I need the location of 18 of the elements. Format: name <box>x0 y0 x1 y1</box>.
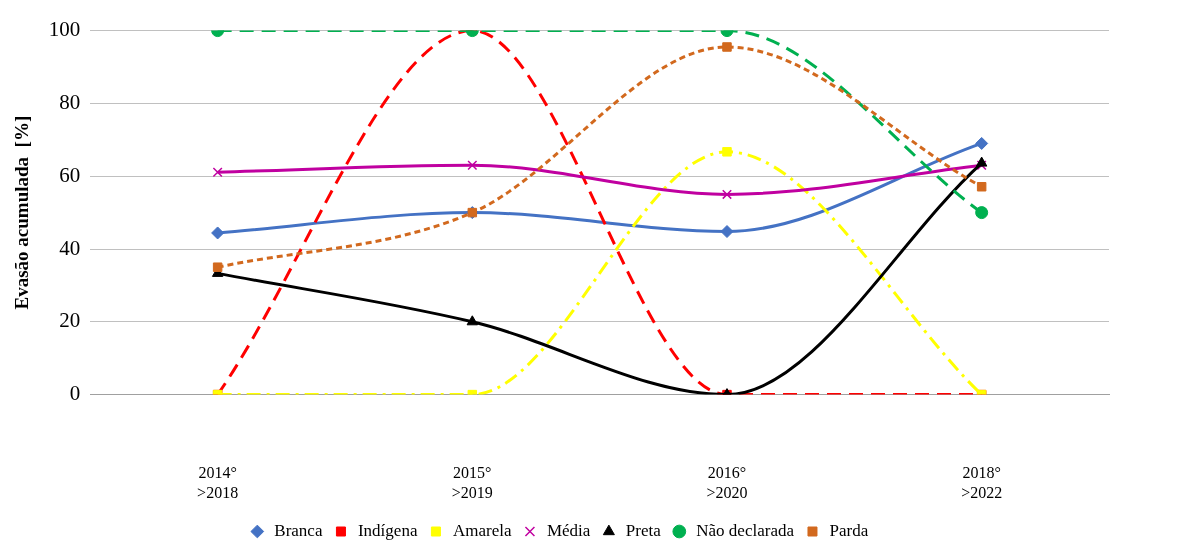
legend-label: Branca <box>274 520 323 540</box>
legend-label: Preta <box>625 520 662 540</box>
x-tick-label: 2018° >2022 <box>961 464 1003 501</box>
y-axis-title: Evasão acumulada [%] <box>11 115 33 310</box>
legend-label: Média <box>546 520 591 540</box>
legend-label: Indígena <box>357 520 418 540</box>
x-tick-label: 2015° >2019 <box>451 464 493 501</box>
legend-label: Não declarada <box>696 520 795 540</box>
y-tick-label: 60 <box>59 162 81 187</box>
y-tick-label: 0 <box>69 381 81 406</box>
y-tick-label: 20 <box>59 308 81 333</box>
x-tick-label: 2014° >2018 <box>197 464 239 501</box>
y-tick-label: 80 <box>59 89 81 114</box>
legend-label: Amarela <box>452 520 512 540</box>
y-tick-label: 100 <box>48 17 81 42</box>
x-tick-label: 2016° >2020 <box>706 464 748 501</box>
legend-label: Parda <box>829 520 869 540</box>
y-tick-label: 40 <box>59 235 81 260</box>
